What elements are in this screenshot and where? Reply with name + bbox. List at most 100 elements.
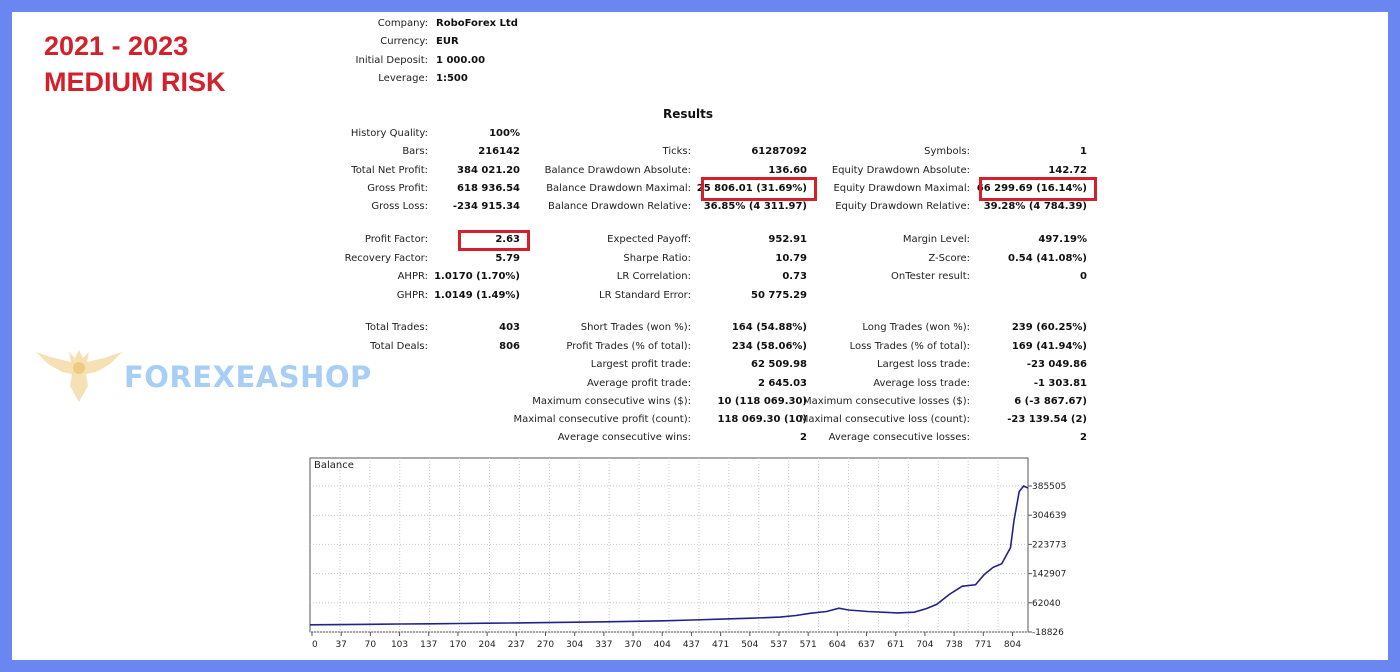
col3-value: 2: [1080, 432, 1087, 443]
header-value: EUR: [436, 36, 459, 47]
col3-value: 39.28% (4 784.39): [983, 201, 1087, 212]
promo-period: 2021 - 2023: [44, 31, 189, 61]
x-tick-label: 437: [683, 640, 700, 650]
x-tick-label: 804: [1004, 640, 1021, 650]
y-tick-label: 142907: [1032, 570, 1066, 580]
col3-value: 142.72: [1048, 165, 1087, 176]
col1-label: Total Deals:: [370, 341, 428, 352]
col3-value: 66 299.69 (16.14%): [976, 183, 1087, 194]
col3-value: -23 139.54 (2): [1007, 414, 1087, 425]
col2-label: Balance Drawdown Maximal:: [546, 183, 691, 194]
col2-value: 0.73: [782, 271, 807, 282]
col3-label: Symbols:: [924, 146, 970, 157]
col1-value: 384 021.20: [457, 165, 520, 176]
x-tick-label: 70: [365, 640, 377, 650]
x-tick-label: 337: [595, 640, 612, 650]
col2-value: 2: [800, 432, 807, 443]
col3-label: Z-Score:: [928, 253, 970, 264]
col1-value: 216142: [478, 146, 520, 157]
col2-label: Balance Drawdown Relative:: [547, 201, 691, 212]
header-value: 1 000.00: [436, 55, 486, 66]
col2-label: Maximum consecutive wins ($):: [532, 396, 691, 407]
col2-value: 234 (58.06%): [731, 341, 807, 352]
eagle-emblem-icon: [36, 350, 122, 402]
col3-label: Maximum consecutive losses ($):: [803, 396, 970, 407]
col2-label: Average profit trade:: [586, 378, 691, 389]
col3-label: Equity Drawdown Relative:: [835, 201, 970, 212]
x-tick-label: 471: [712, 640, 729, 650]
x-tick-label: 637: [858, 640, 875, 650]
col3-label: Margin Level:: [902, 234, 970, 245]
col3-label: Largest loss trade:: [877, 359, 970, 370]
header-value: RoboForex Ltd: [436, 18, 518, 29]
col1-value: 618 936.54: [457, 183, 520, 194]
col2-label: Sharpe Ratio:: [623, 253, 691, 264]
y-tick-label: 62040: [1032, 599, 1061, 609]
x-tick-label: 504: [741, 640, 758, 650]
col3-value: 0: [1080, 271, 1087, 282]
col2-label: Ticks:: [662, 146, 691, 157]
col2-value: 2 645.03: [757, 378, 807, 389]
promo-heading: 2021 - 2023 MEDIUM RISK: [44, 28, 226, 100]
y-tick-label: -18826: [1032, 628, 1064, 638]
col2-value: 10 (118 069.30): [717, 396, 807, 407]
col1-label: Recovery Factor:: [344, 253, 428, 264]
x-tick-label: 404: [654, 640, 671, 650]
col1-value: 403: [499, 322, 520, 333]
col2-label: Average consecutive wins:: [557, 432, 691, 443]
x-tick-label: 370: [624, 640, 641, 650]
x-tick-label: 103: [391, 640, 408, 650]
header-value: 1:500: [436, 73, 468, 84]
col1-value: 1.0170 (1.70%): [434, 271, 520, 282]
col2-value: 136.60: [768, 165, 807, 176]
col3-value: -23 049.86: [1026, 359, 1087, 370]
x-tick-label: 270: [537, 640, 554, 650]
col2-value: 61287092: [751, 146, 807, 157]
col1-value: 100%: [489, 128, 520, 139]
col1-label: Total Trades:: [365, 322, 429, 333]
col3-label: Long Trades (won %):: [862, 322, 970, 333]
x-tick-label: 137: [420, 640, 437, 650]
col2-value: 164 (54.88%): [731, 322, 807, 333]
col2-label: LR Standard Error:: [599, 290, 691, 301]
y-tick-label: 223773: [1032, 540, 1066, 550]
x-tick-label: 537: [770, 640, 787, 650]
header-label: Currency:: [380, 36, 428, 47]
balance-line: [309, 485, 1029, 626]
col2-value: 10.79: [775, 253, 807, 264]
header-label: Leverage:: [378, 73, 428, 84]
col1-value: 806: [499, 341, 520, 352]
col2-label: Profit Trades (% of total):: [566, 341, 691, 352]
y-tick-label: 304639: [1032, 511, 1067, 521]
results-title: Results: [662, 107, 714, 121]
col3-label: Equity Drawdown Maximal:: [833, 183, 970, 194]
x-tick-label: 771: [975, 640, 992, 650]
col1-value: 2.63: [495, 234, 520, 245]
col2-value: 118 069.30 (10): [717, 414, 807, 425]
logo-text: FOREXEASHOP: [124, 360, 372, 394]
col3-value: 497.19%: [1038, 234, 1087, 245]
col3-label: Average consecutive losses:: [828, 432, 970, 443]
header-label: Initial Deposit:: [355, 55, 428, 66]
x-tick-label: 237: [508, 640, 525, 650]
col1-label: Total Net Profit:: [351, 165, 428, 176]
col3-value: 6 (-3 867.67): [1014, 396, 1087, 407]
col3-value: 0.54 (41.08%): [1008, 253, 1087, 264]
balance-drawdown-highlight: [701, 177, 817, 201]
col3-value: 1: [1080, 146, 1087, 157]
promo-risk: MEDIUM RISK: [44, 67, 226, 97]
col2-label: Maximal consecutive profit (count):: [513, 414, 691, 425]
col2-label: Largest profit trade:: [590, 359, 691, 370]
x-tick-label: 37: [335, 640, 346, 650]
col1-value: 5.79: [495, 253, 520, 264]
col2-label: Short Trades (won %):: [580, 322, 691, 333]
col1-value: 1.0149 (1.49%): [434, 290, 520, 301]
col1-label: Bars:: [402, 146, 428, 157]
x-tick-label: 204: [479, 640, 496, 650]
col2-value: 25 806.01 (31.69%): [696, 183, 807, 194]
col1-label: AHPR:: [397, 271, 428, 282]
col2-value: 36.85% (4 311.97): [703, 201, 807, 212]
header-label: Company:: [377, 18, 428, 29]
balance-chart: Balance 385505 304639 223773 142907 62040 -188…: [298, 456, 1086, 652]
x-tick-label: 170: [449, 640, 466, 650]
